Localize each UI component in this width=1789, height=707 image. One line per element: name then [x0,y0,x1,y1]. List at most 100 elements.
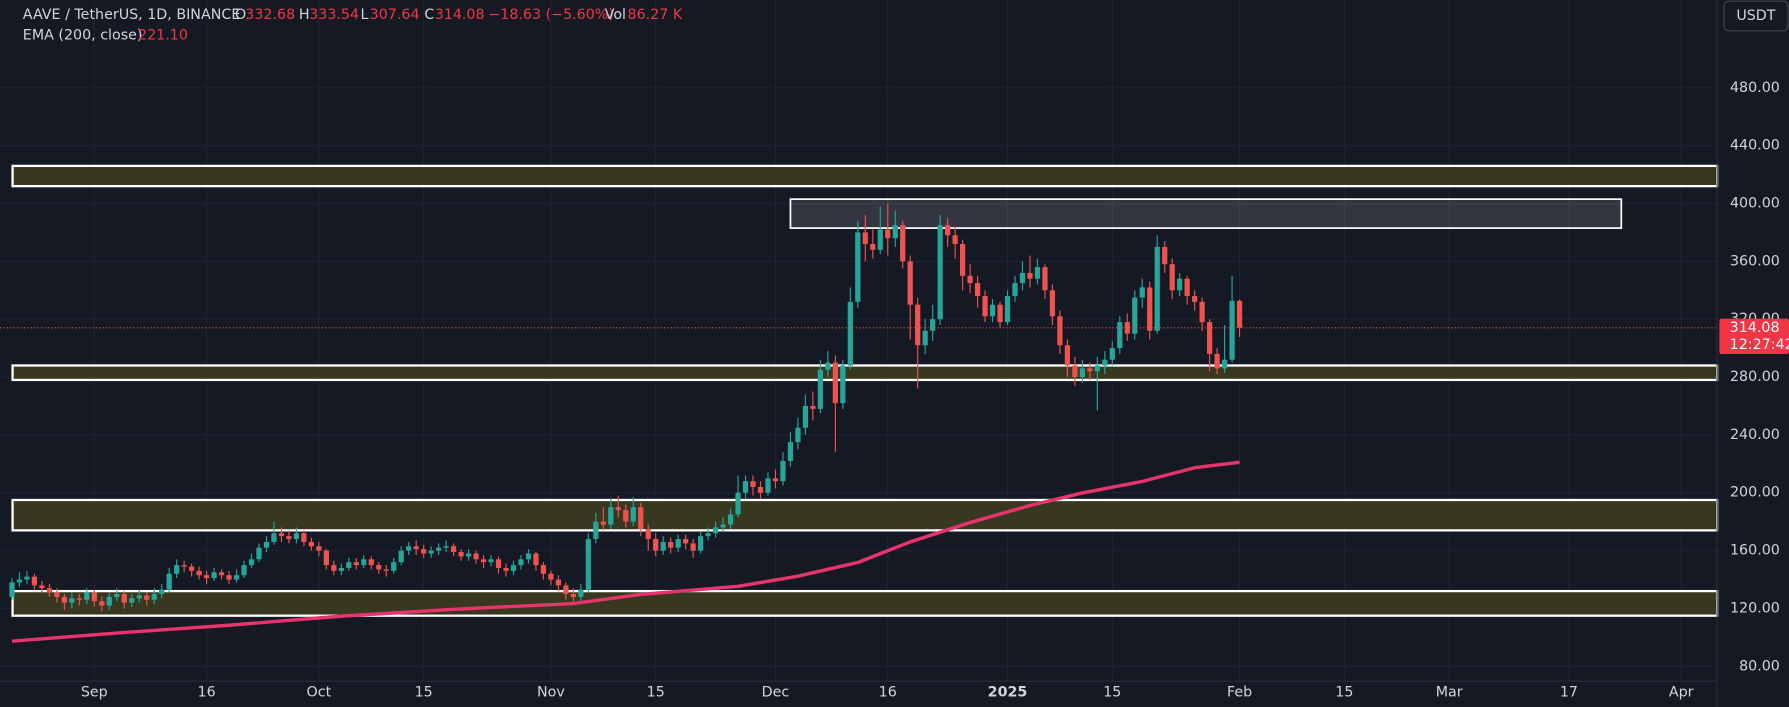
x-tick-label: 16 [879,685,897,701]
candle-body [16,579,23,583]
candle-body [810,405,816,409]
candle-body [989,304,996,317]
candle-body [937,225,943,320]
candle-body [675,539,681,548]
x-tick-label: 15 [1335,685,1353,701]
x-tick-label: 2025 [988,685,1028,701]
candle-body [413,546,419,550]
candle-body [780,460,786,482]
x-tick-label: 17 [1560,685,1578,701]
ema-line [11,460,1240,643]
candle-body [892,225,898,239]
candle-body [9,582,15,597]
candle-body [997,304,1003,323]
candle-body [1199,301,1205,323]
candle-body [945,225,951,236]
candle-body [406,546,412,551]
candle-body [503,567,509,571]
x-tick-label: Sep [81,685,108,701]
candle-body [600,521,606,525]
y-tick-label: 480.00 [1730,80,1780,96]
candle-body [61,596,67,603]
candle-body [391,562,397,571]
open-value: 332.68 [245,7,295,23]
y-tick-label: 440.00 [1730,138,1780,154]
candle-body [248,559,255,566]
candle-body [450,546,457,553]
low-value: 307.64 [370,7,420,23]
x-tick-label: 16 [198,685,216,701]
candle-body [1124,322,1130,334]
candle-body [1027,272,1033,279]
x-tick-label: Dec [762,685,790,701]
candle-body [196,570,202,576]
candle-body [645,528,651,540]
candle-body [720,524,726,528]
candle-body [495,559,502,568]
zones [11,164,1719,617]
candle-body [660,541,666,551]
support-resistance-zone [11,364,1719,382]
close-value: 314.08 [435,7,485,23]
last-price-badge [1719,318,1789,355]
candle-body [570,593,576,597]
candle-body [1102,359,1108,366]
x-tick-label: 15 [647,685,665,701]
candle-body [772,478,779,482]
candle-body [331,565,337,571]
candle-body [974,283,981,297]
candle-body [218,572,225,576]
candle-body [1072,365,1078,378]
candle-body [877,229,883,250]
candle-body [510,565,517,571]
candle-body [189,566,195,571]
candle-body [1154,246,1160,331]
candle-body [428,550,434,554]
candle-body [106,596,112,606]
candle-body [76,598,82,600]
candle-body [203,575,210,579]
y-tick-label: 80.00 [1739,658,1780,674]
candle-body [765,478,771,493]
currency-button[interactable] [1723,0,1789,32]
candle-body [323,550,329,566]
candle-body [39,585,45,589]
candle-body [870,243,876,250]
candle-body [256,547,262,560]
candle-body [683,539,689,544]
candle-body [31,576,38,586]
candle-body [114,593,120,597]
candle-body [346,562,352,568]
candle-body [181,565,187,567]
candle-body [1012,283,1018,297]
candle-body [585,539,591,590]
candle-body [630,507,636,522]
candle-body [982,296,988,317]
candle-body [593,521,599,540]
indicator-label: EMA (200, close) [23,27,143,43]
candle-body [518,559,524,566]
candle-body [922,330,928,346]
currency-label: USDT [1736,8,1775,24]
x-tick-label: Oct [307,685,332,701]
candle-body [159,589,165,594]
candle-body [952,235,958,244]
candle-body [480,559,487,563]
candle-body [847,301,853,366]
candle-body [1236,300,1243,328]
legend: AAVE / TetherUS, 1D, BINANCE O 332.68 H … [23,7,683,44]
candle-body [855,232,861,302]
volume-value: 86.27 K [628,7,683,23]
x-tick-label: Mar [1436,685,1463,701]
candle-body [915,304,921,346]
candle-body [458,552,464,557]
candle-body [862,232,868,244]
candle-body [1162,246,1168,265]
change-value: −18.63 (−5.60%) [488,7,614,23]
candle-body [1109,348,1115,360]
candle-body [436,547,442,551]
y-tick-label: 200.00 [1730,485,1780,501]
candle-body [900,225,906,262]
candle-body [533,553,539,566]
